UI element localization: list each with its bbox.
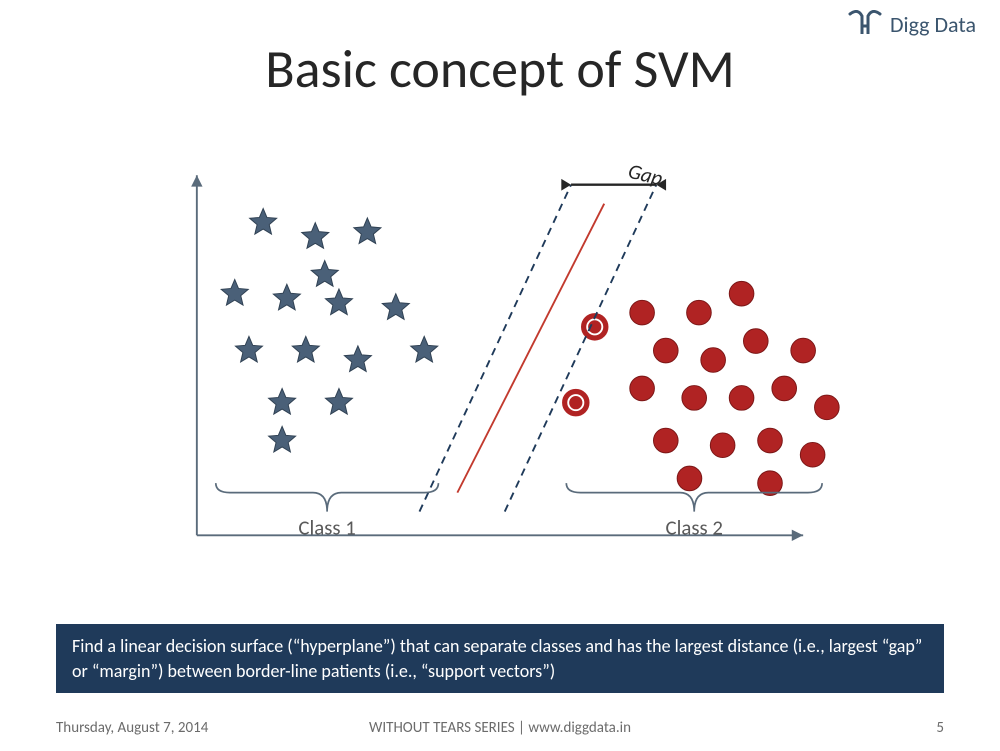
svm-diagram: Gap Class 1 Class 2 xyxy=(140,130,860,590)
class2-circle xyxy=(630,300,655,325)
class2-circle xyxy=(758,428,783,453)
brand: Digg Data xyxy=(848,10,976,38)
class1-star xyxy=(311,261,338,287)
class1-star xyxy=(250,208,277,234)
class1-star xyxy=(221,279,248,305)
class2-circle xyxy=(791,338,816,363)
class2-circle xyxy=(687,300,712,325)
caption-text: Find a linear decision surface (“hyperpl… xyxy=(72,635,922,681)
gap-label: Gap xyxy=(625,158,665,192)
class1-star xyxy=(235,336,262,362)
class2-circle xyxy=(630,376,655,401)
slide-title: Basic concept of SVM xyxy=(0,36,1000,102)
class2-circle xyxy=(653,428,678,453)
margin-line xyxy=(419,185,571,512)
class1-label: Class 1 xyxy=(298,514,355,540)
class2-label: Class 2 xyxy=(665,514,722,540)
footer: Thursday, August 7, 2014 WITHOUT TEARS S… xyxy=(56,719,944,737)
class1-star xyxy=(344,346,371,372)
class2-circle xyxy=(653,338,678,363)
class-bracket xyxy=(216,483,439,511)
class2-circle xyxy=(815,395,840,420)
caption-bar: Find a linear decision surface (“hyperpl… xyxy=(56,624,944,693)
brand-text: Digg Data xyxy=(890,11,976,38)
class1-star xyxy=(269,426,296,452)
class1-star xyxy=(382,294,409,320)
class2-circle xyxy=(710,433,735,458)
class1-star xyxy=(292,336,319,362)
support-vector xyxy=(563,390,588,415)
hyperplane xyxy=(457,204,604,493)
margin-line xyxy=(505,185,657,512)
class1-star xyxy=(325,388,352,414)
class2-circle xyxy=(729,281,754,306)
class1-star xyxy=(411,336,438,362)
class2-circle xyxy=(729,386,754,411)
class2-circle xyxy=(682,386,707,411)
class2-circle xyxy=(772,376,797,401)
class2-circle xyxy=(743,329,768,354)
class1-star xyxy=(269,388,296,414)
class2-circle xyxy=(677,466,702,491)
brand-icon xyxy=(848,10,882,38)
class2-circle xyxy=(701,348,726,373)
class1-star xyxy=(354,218,381,244)
class1-star xyxy=(302,223,329,249)
class1-star xyxy=(273,284,300,310)
class1-star xyxy=(325,289,352,315)
footer-series: WITHOUT TEARS SERIES | www.diggdata.in xyxy=(56,719,944,737)
class2-circle xyxy=(800,442,825,467)
